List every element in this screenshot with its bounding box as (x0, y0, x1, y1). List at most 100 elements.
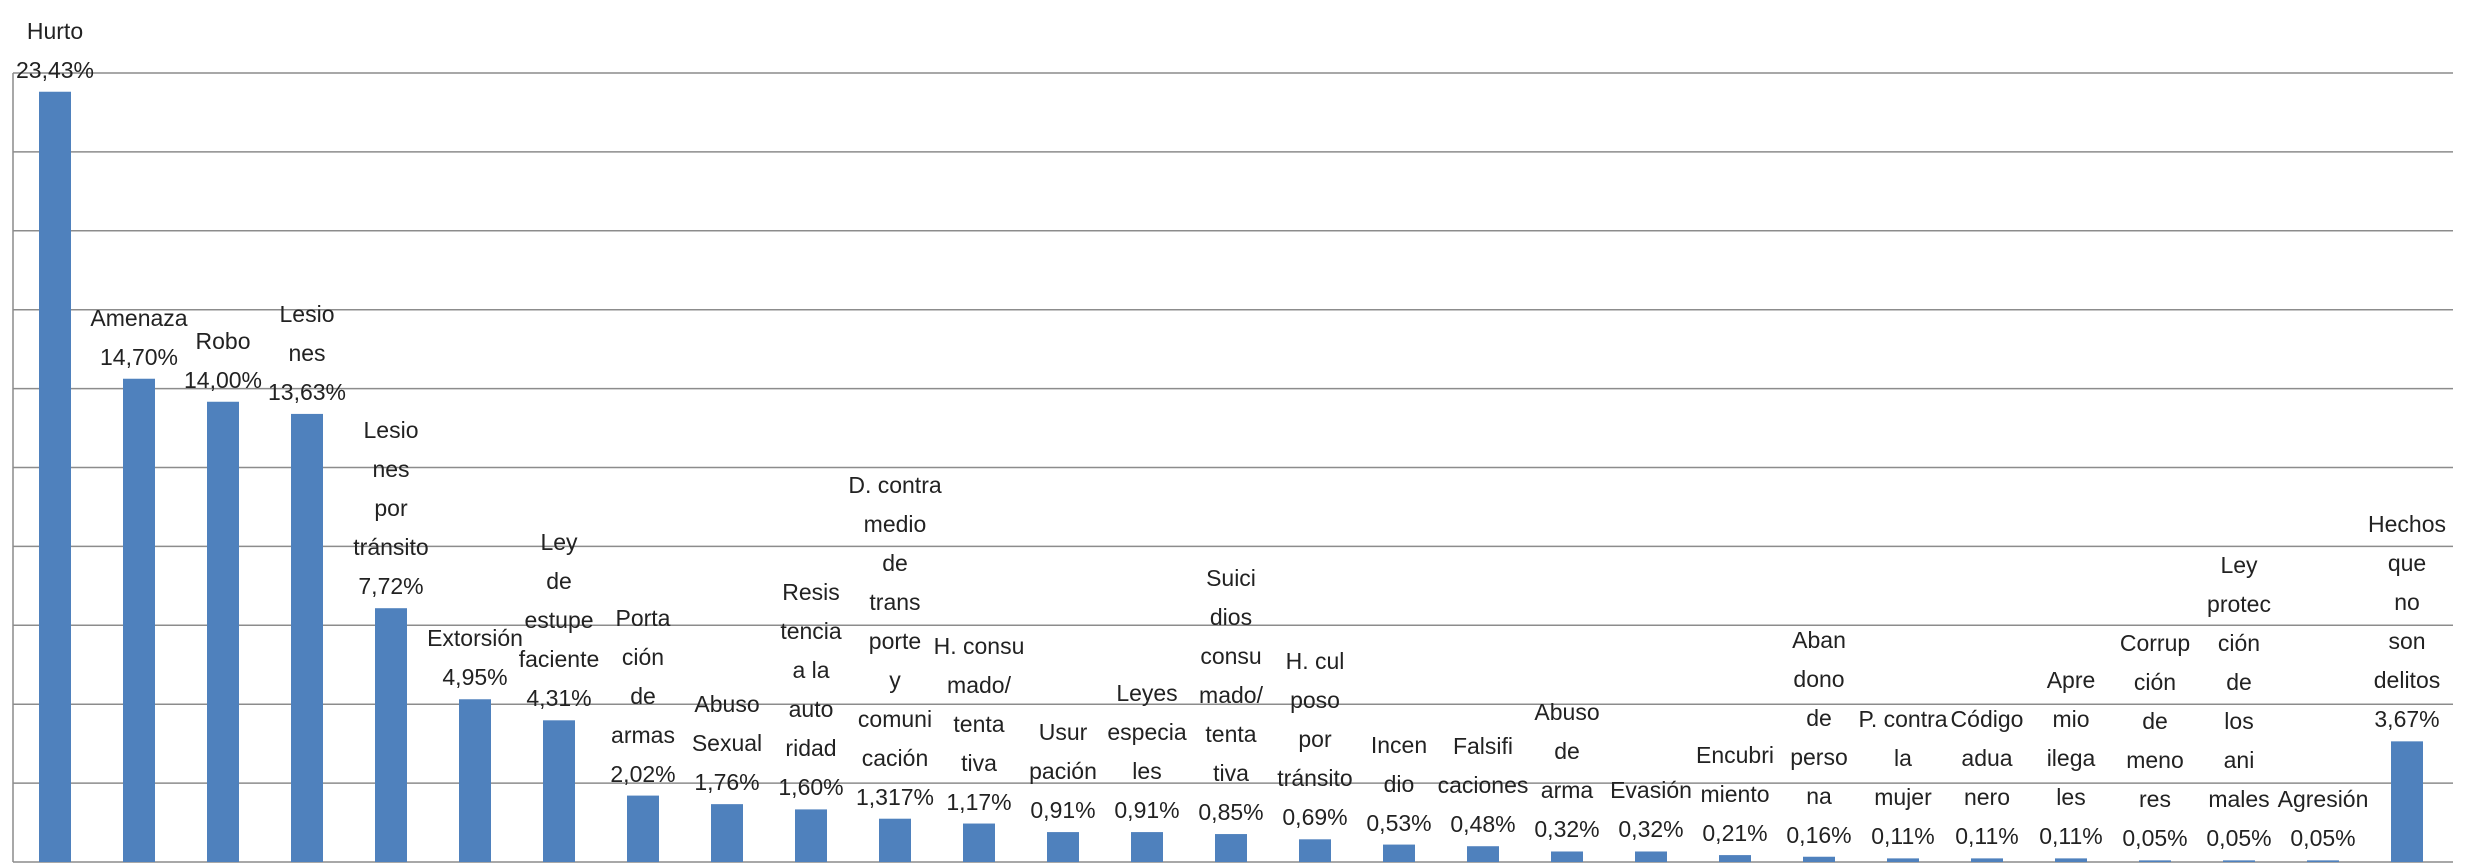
category-label: Ley protec ción de los ani males (2207, 552, 2271, 813)
bar-label: Robo 14,00% (143, 322, 303, 400)
category-label: Encubri miento (1696, 742, 1774, 808)
bar (1047, 832, 1079, 862)
value-label: 1,17% (946, 788, 1012, 815)
category-label: Código adua nero (1950, 706, 2024, 811)
value-label: 0,91% (1030, 797, 1096, 824)
bar-label: Ley protec ción de los ani males 0,05% (2159, 546, 2319, 858)
bar (1719, 855, 1751, 862)
category-label: Usur pación (1029, 719, 1097, 785)
category-label: Lesio nes (279, 300, 335, 366)
bar-label: D. contra medio de trans porte y comuni … (815, 466, 975, 817)
bar (879, 818, 911, 862)
bar-label: Apre mio ilega les 0,11% (1991, 661, 2151, 856)
category-label: Agresión (2277, 786, 2369, 813)
value-label: 0,05% (2122, 825, 2188, 852)
bar-label: P. contra la mujer 0,11% (1823, 700, 1983, 856)
bar (1635, 851, 1667, 862)
bar-label: Lesio nes por tránsito 7,72% (311, 411, 471, 606)
bar (711, 804, 743, 862)
value-label: 2,02% (610, 760, 676, 787)
value-label: 0,85% (1198, 799, 1264, 826)
bar-label: Corrup ción de meno res 0,05% (2075, 624, 2235, 858)
value-label: 1,317% (855, 783, 934, 810)
bar (2307, 860, 2339, 862)
value-label: 0,11% (2039, 823, 2103, 850)
value-label: 0,32% (1534, 816, 1600, 843)
value-label: 0,11% (1955, 823, 2019, 850)
bar (1887, 858, 1919, 862)
bar-label: Ley de estupe faciente 4,31% (479, 523, 639, 718)
bar (795, 809, 827, 862)
bar-label: Resis tencia a la auto ridad 1,60% (731, 573, 891, 807)
category-label: Leyes especia les (1107, 680, 1187, 785)
category-label: Hurto (26, 17, 84, 44)
value-label: 0,11% (1871, 823, 1935, 850)
value-label: 0,05% (2206, 825, 2272, 852)
value-label: 0,53% (1366, 809, 1432, 836)
category-label: Ley de estupe faciente (518, 529, 600, 673)
bar-label: H. consu mado/ tenta tiva 1,17% (899, 627, 1059, 822)
bar-label: Amenaza 14,70% (59, 299, 219, 377)
bar (207, 401, 239, 862)
bar-label: Incen dio 0,53% (1319, 726, 1479, 843)
value-label: 4,31% (526, 685, 592, 712)
category-label: Aban dono de perso na (1790, 626, 1848, 809)
value-label: 3,67% (2374, 706, 2440, 733)
value-label: 0,16% (1786, 821, 1852, 848)
bar-label: Leyes especia les 0,91% (1067, 674, 1227, 830)
bar-label: Encubri miento 0,21% (1655, 736, 1815, 853)
bar-label: Usur pación 0,91% (983, 713, 1143, 830)
value-label: 0,32% (1618, 816, 1684, 843)
value-label: 23,43% (15, 56, 94, 83)
category-label: Abuso de arma (1534, 699, 1600, 804)
bar (375, 608, 407, 862)
category-label: Resis tencia a la auto ridad (780, 579, 842, 762)
bar (459, 699, 491, 862)
bar (2139, 860, 2171, 862)
value-label: 0,91% (1114, 797, 1180, 824)
value-label: 1,76% (694, 769, 760, 796)
bar-label: Lesio nes 13,63% (227, 295, 387, 412)
category-label: Porta ción de armas (611, 604, 675, 748)
bar (2223, 860, 2255, 862)
value-label: 0,48% (1450, 811, 1516, 838)
category-label: Corrup ción de meno res (2119, 630, 2191, 813)
bar (123, 378, 155, 862)
bar (963, 823, 995, 862)
bar (1551, 851, 1583, 862)
bar-label: Extorsión 4,95% (395, 619, 555, 697)
bar-label: Hurto 23,43% (0, 12, 135, 90)
category-label: P. contra la mujer (1858, 706, 1948, 811)
category-label: Hechos que no son delitos (2368, 511, 2446, 694)
category-label: H. consu mado/ tenta tiva (933, 632, 1025, 776)
bar (1131, 832, 1163, 862)
bar (1215, 834, 1247, 862)
bar (2391, 741, 2423, 862)
bar-label: Aban dono de perso na 0,16% (1739, 621, 1899, 855)
bar-label: H. cul poso por tránsito 0,69% (1235, 642, 1395, 837)
category-label: Falsifi caciones (1437, 733, 1529, 799)
value-label: 1,60% (778, 774, 844, 801)
bar (1383, 844, 1415, 862)
category-label: Incen dio (1370, 731, 1428, 797)
category-label: H. cul poso por tránsito (1277, 648, 1353, 792)
value-label: 0,05% (2290, 825, 2356, 852)
category-label: Extorsión (427, 625, 523, 652)
value-label: 7,72% (358, 573, 424, 600)
bar (1803, 856, 1835, 862)
bar (291, 413, 323, 862)
bar (1299, 839, 1331, 862)
bar (627, 795, 659, 862)
bar (2055, 858, 2087, 862)
bar-label: Abuso Sexual 1,76% (647, 685, 807, 802)
category-label: Lesio nes por tránsito (353, 417, 429, 561)
bar-label: Abuso de arma 0,32% (1487, 693, 1647, 849)
category-label: Evasión (1610, 777, 1692, 804)
value-label: 14,70% (99, 343, 178, 370)
bar-label: Agresión 0,05% (2243, 780, 2403, 858)
bar-label: Código adua nero 0,11% (1907, 700, 2067, 856)
bar (543, 720, 575, 862)
bar (39, 91, 71, 862)
